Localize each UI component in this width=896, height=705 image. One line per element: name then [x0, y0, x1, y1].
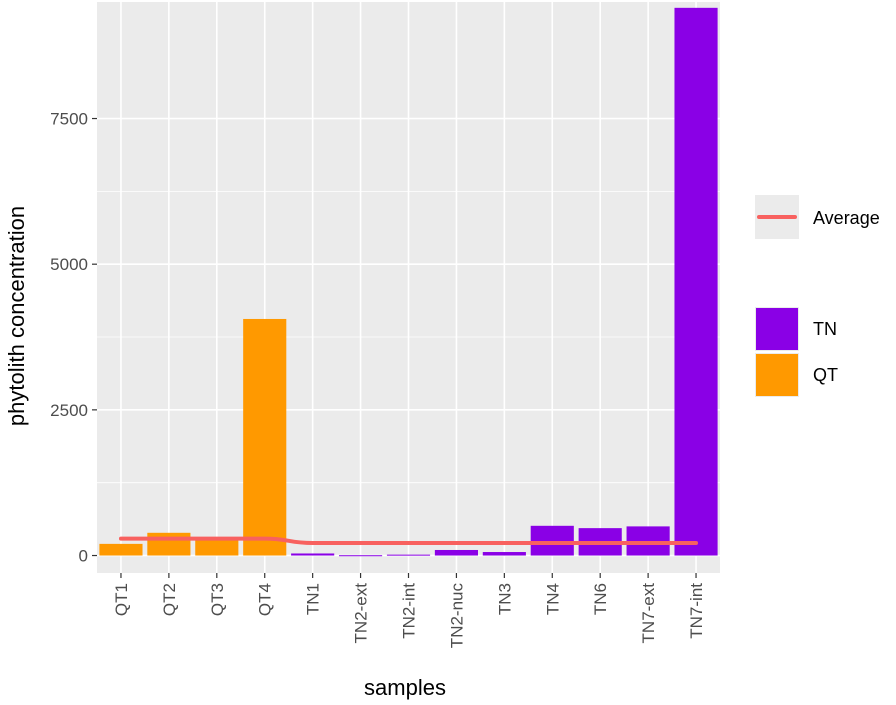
x-tick-label: TN1	[304, 583, 323, 615]
x-axis-title: samples	[364, 675, 446, 700]
x-tick-label: TN2-int	[400, 583, 419, 639]
x-tick-label: QT3	[208, 583, 227, 616]
average-line-layer	[118, 536, 699, 545]
legend-groups: TN QT	[755, 307, 838, 397]
x-tick-label: QT4	[256, 583, 275, 616]
bar-QT2	[147, 532, 191, 556]
legend-label-TN: TN	[813, 319, 837, 339]
bar-TN2-ext	[339, 555, 383, 557]
bar-TN1	[291, 553, 335, 556]
x-tick-label: TN7-ext	[639, 583, 658, 644]
bar-QT3	[195, 539, 239, 556]
legend-swatch-QT	[756, 354, 798, 396]
x-tick-label: QT2	[160, 583, 179, 616]
bar-TN7-int	[674, 7, 718, 556]
legend-average-label: Average	[813, 208, 880, 228]
y-tick-label: 2500	[50, 401, 88, 420]
x-tick-label: TN2-nuc	[447, 583, 466, 649]
axes: 0 2500 5000 7500 QT1 QT2 QT3 QT4 TN1 TN2-ext TN2-i…	[50, 110, 706, 649]
plot-panel	[97, 2, 720, 573]
bar-QT1	[99, 543, 143, 556]
x-tick-label: TN3	[495, 583, 514, 615]
bars	[99, 7, 718, 557]
y-axis-title: phytolith concentration	[4, 206, 29, 426]
bar-TN3	[482, 552, 526, 556]
legend-average: Average	[755, 195, 880, 239]
x-tick-label: TN7-int	[687, 583, 706, 639]
bar-QT4	[243, 318, 287, 556]
x-tick-label: TN2-ext	[352, 583, 371, 644]
bar-TN2-nuc	[434, 549, 478, 556]
y-tick-label: 7500	[50, 110, 88, 129]
legend-swatch-TN	[756, 308, 798, 350]
x-tick-label: TN4	[543, 583, 562, 615]
bar-TN7-ext	[626, 526, 670, 556]
bar-TN2-int	[386, 554, 431, 556]
x-tick-label: QT1	[112, 583, 131, 616]
legend-label-QT: QT	[813, 365, 838, 385]
average-line	[118, 536, 699, 545]
y-tick-label: 5000	[50, 255, 88, 274]
bar-TN4	[530, 525, 574, 556]
x-tick-label: TN6	[591, 583, 610, 615]
y-tick-label: 0	[79, 547, 88, 566]
